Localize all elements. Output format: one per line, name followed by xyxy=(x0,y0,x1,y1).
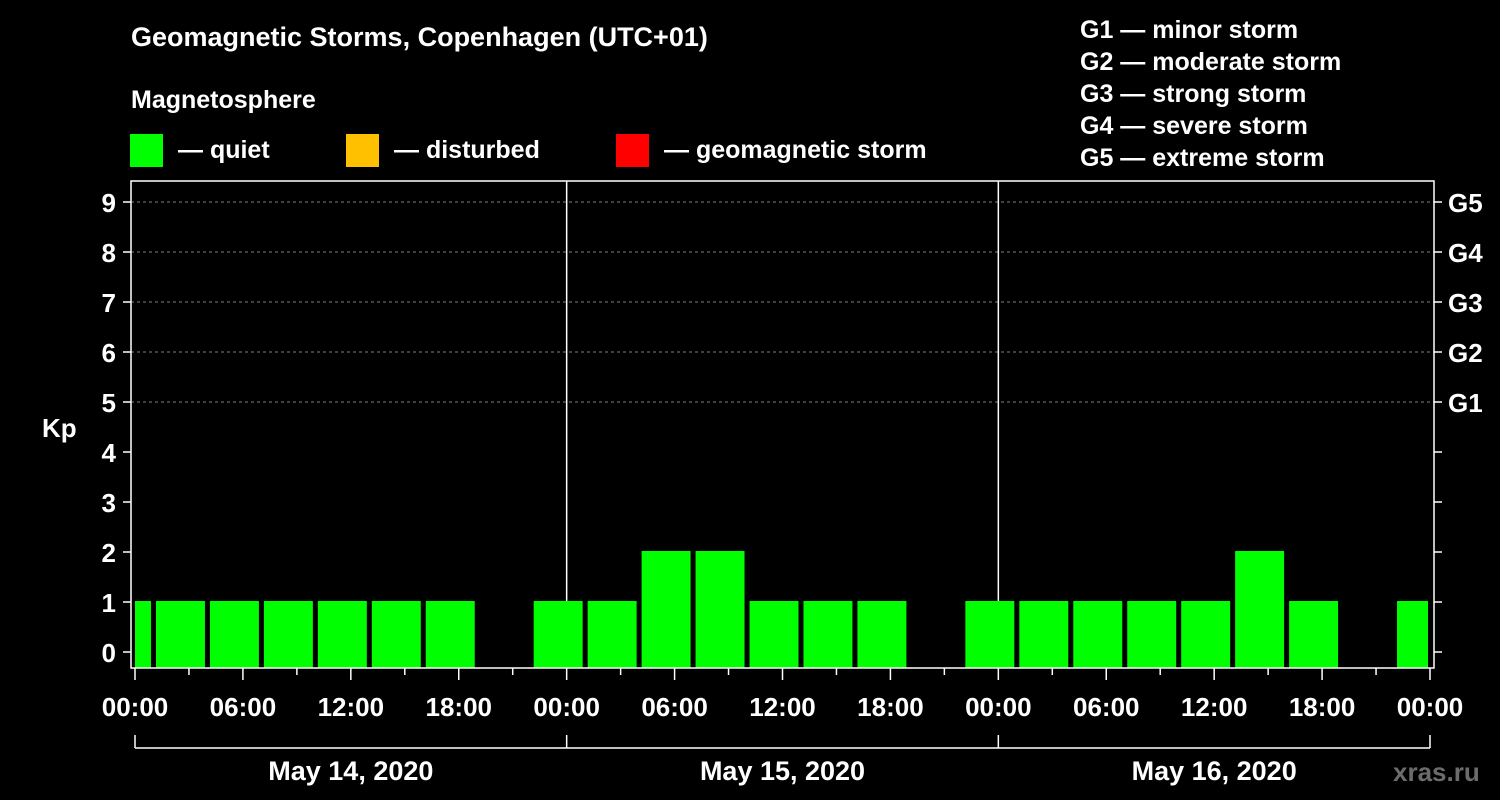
x-tick-label: 06:00 xyxy=(210,692,277,722)
storm-scale-g1: G1 — minor storm xyxy=(1080,16,1299,44)
kp-bar xyxy=(1289,601,1339,668)
y-tick-label: 4 xyxy=(102,438,117,468)
legend-swatch-storm xyxy=(616,133,649,167)
storm-scale-g2: G2 — moderate storm xyxy=(1080,48,1342,76)
day-label: May 16, 2020 xyxy=(1132,756,1297,786)
kp-bar xyxy=(1019,601,1069,668)
kp-bar xyxy=(425,601,475,668)
x-tick-label: 06:00 xyxy=(1073,692,1140,722)
kp-bar xyxy=(1127,601,1177,668)
watermark: xras.ru xyxy=(1393,757,1480,787)
storm-level-label: G4 xyxy=(1448,238,1483,268)
x-tick-label: 00:00 xyxy=(102,692,169,722)
x-tick-label: 18:00 xyxy=(857,692,924,722)
storm-level-label: G5 xyxy=(1448,188,1483,218)
legend-swatch-disturbed xyxy=(346,133,379,167)
day-label: May 15, 2020 xyxy=(700,756,865,786)
legend-label-storm: — geomagnetic storm xyxy=(664,135,927,164)
y-tick-label: 1 xyxy=(102,588,116,618)
y-tick-label: 8 xyxy=(102,238,116,268)
legend-label-disturbed: — disturbed xyxy=(394,135,540,164)
storm-scale-g3: G3 — strong storm xyxy=(1080,80,1307,108)
kp-bar xyxy=(1235,551,1285,668)
storm-scale-g5: G5 — extreme storm xyxy=(1080,144,1325,172)
kp-bar xyxy=(317,601,367,668)
storm-level-label: G1 xyxy=(1448,388,1483,418)
x-tick-label: 12:00 xyxy=(318,692,385,722)
storm-scale-g4: G4 — severe storm xyxy=(1080,112,1308,140)
kp-bar xyxy=(533,601,583,668)
kp-bar xyxy=(371,601,421,668)
legend-swatch-quiet xyxy=(130,133,163,167)
storm-level-label: G3 xyxy=(1448,288,1483,318)
y-tick-label: 3 xyxy=(102,488,116,518)
y-tick-label: 5 xyxy=(102,388,116,418)
kp-bar xyxy=(857,601,907,668)
x-tick-label: 00:00 xyxy=(965,692,1032,722)
kp-bar xyxy=(1073,601,1123,668)
kp-bar xyxy=(749,601,799,668)
kp-bar xyxy=(135,601,151,668)
legend-item-quiet: — quiet xyxy=(130,133,270,167)
y-tick-label: 9 xyxy=(102,188,116,218)
x-tick-label: 12:00 xyxy=(749,692,816,722)
x-tick-label: 06:00 xyxy=(641,692,708,722)
x-tick-label: 12:00 xyxy=(1181,692,1248,722)
kp-bar xyxy=(1397,601,1428,668)
kp-bar xyxy=(641,551,691,668)
y-tick-label: 6 xyxy=(102,338,116,368)
y-tick-label: 0 xyxy=(102,638,116,668)
kp-bar xyxy=(965,601,1015,668)
y-tick-label: 7 xyxy=(102,288,116,318)
kp-bar xyxy=(155,601,205,668)
legend-item-storm: — geomagnetic storm xyxy=(616,133,927,167)
kp-bar xyxy=(263,601,313,668)
x-tick-label: 00:00 xyxy=(533,692,600,722)
legend-item-disturbed: — disturbed xyxy=(346,133,540,167)
storm-level-label: G2 xyxy=(1448,338,1483,368)
x-tick-label: 18:00 xyxy=(1289,692,1356,722)
kp-bar xyxy=(1181,601,1231,668)
y-tick-label: 2 xyxy=(102,538,116,568)
chart-title: Geomagnetic Storms, Copenhagen (UTC+01) xyxy=(131,22,708,52)
kp-bar xyxy=(209,601,259,668)
y-axis-title: Kp xyxy=(42,413,77,443)
storm-scale-list: G1 — minor storm G2 — moderate storm G3 … xyxy=(1080,14,1341,174)
kp-bar xyxy=(803,601,853,668)
legend-heading: Magnetosphere xyxy=(131,86,316,114)
day-label: May 14, 2020 xyxy=(268,756,433,786)
legend-label-quiet: — quiet xyxy=(178,135,270,164)
x-tick-label: 00:00 xyxy=(1397,692,1464,722)
x-tick-label: 18:00 xyxy=(426,692,493,722)
kp-bar xyxy=(695,551,745,668)
kp-bar xyxy=(587,601,637,668)
